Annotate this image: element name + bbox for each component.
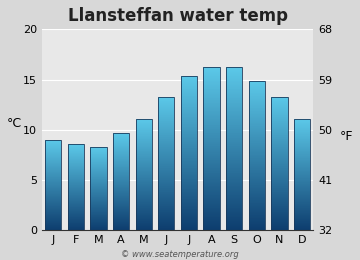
Y-axis label: °C: °C (7, 117, 22, 130)
Text: © www.seatemperature.org: © www.seatemperature.org (121, 250, 239, 259)
Bar (181, 76, 197, 230)
Bar (271, 97, 288, 230)
Title: Llansteffan water temp: Llansteffan water temp (68, 7, 288, 25)
Bar (249, 81, 265, 230)
Bar (226, 68, 242, 230)
Bar (135, 119, 152, 230)
Bar (68, 144, 84, 230)
Bar (90, 147, 107, 230)
Bar (203, 68, 220, 230)
Bar (294, 119, 310, 230)
Bar (113, 133, 129, 230)
Bar (158, 97, 175, 230)
Bar (45, 140, 61, 230)
Y-axis label: °F: °F (339, 130, 353, 143)
